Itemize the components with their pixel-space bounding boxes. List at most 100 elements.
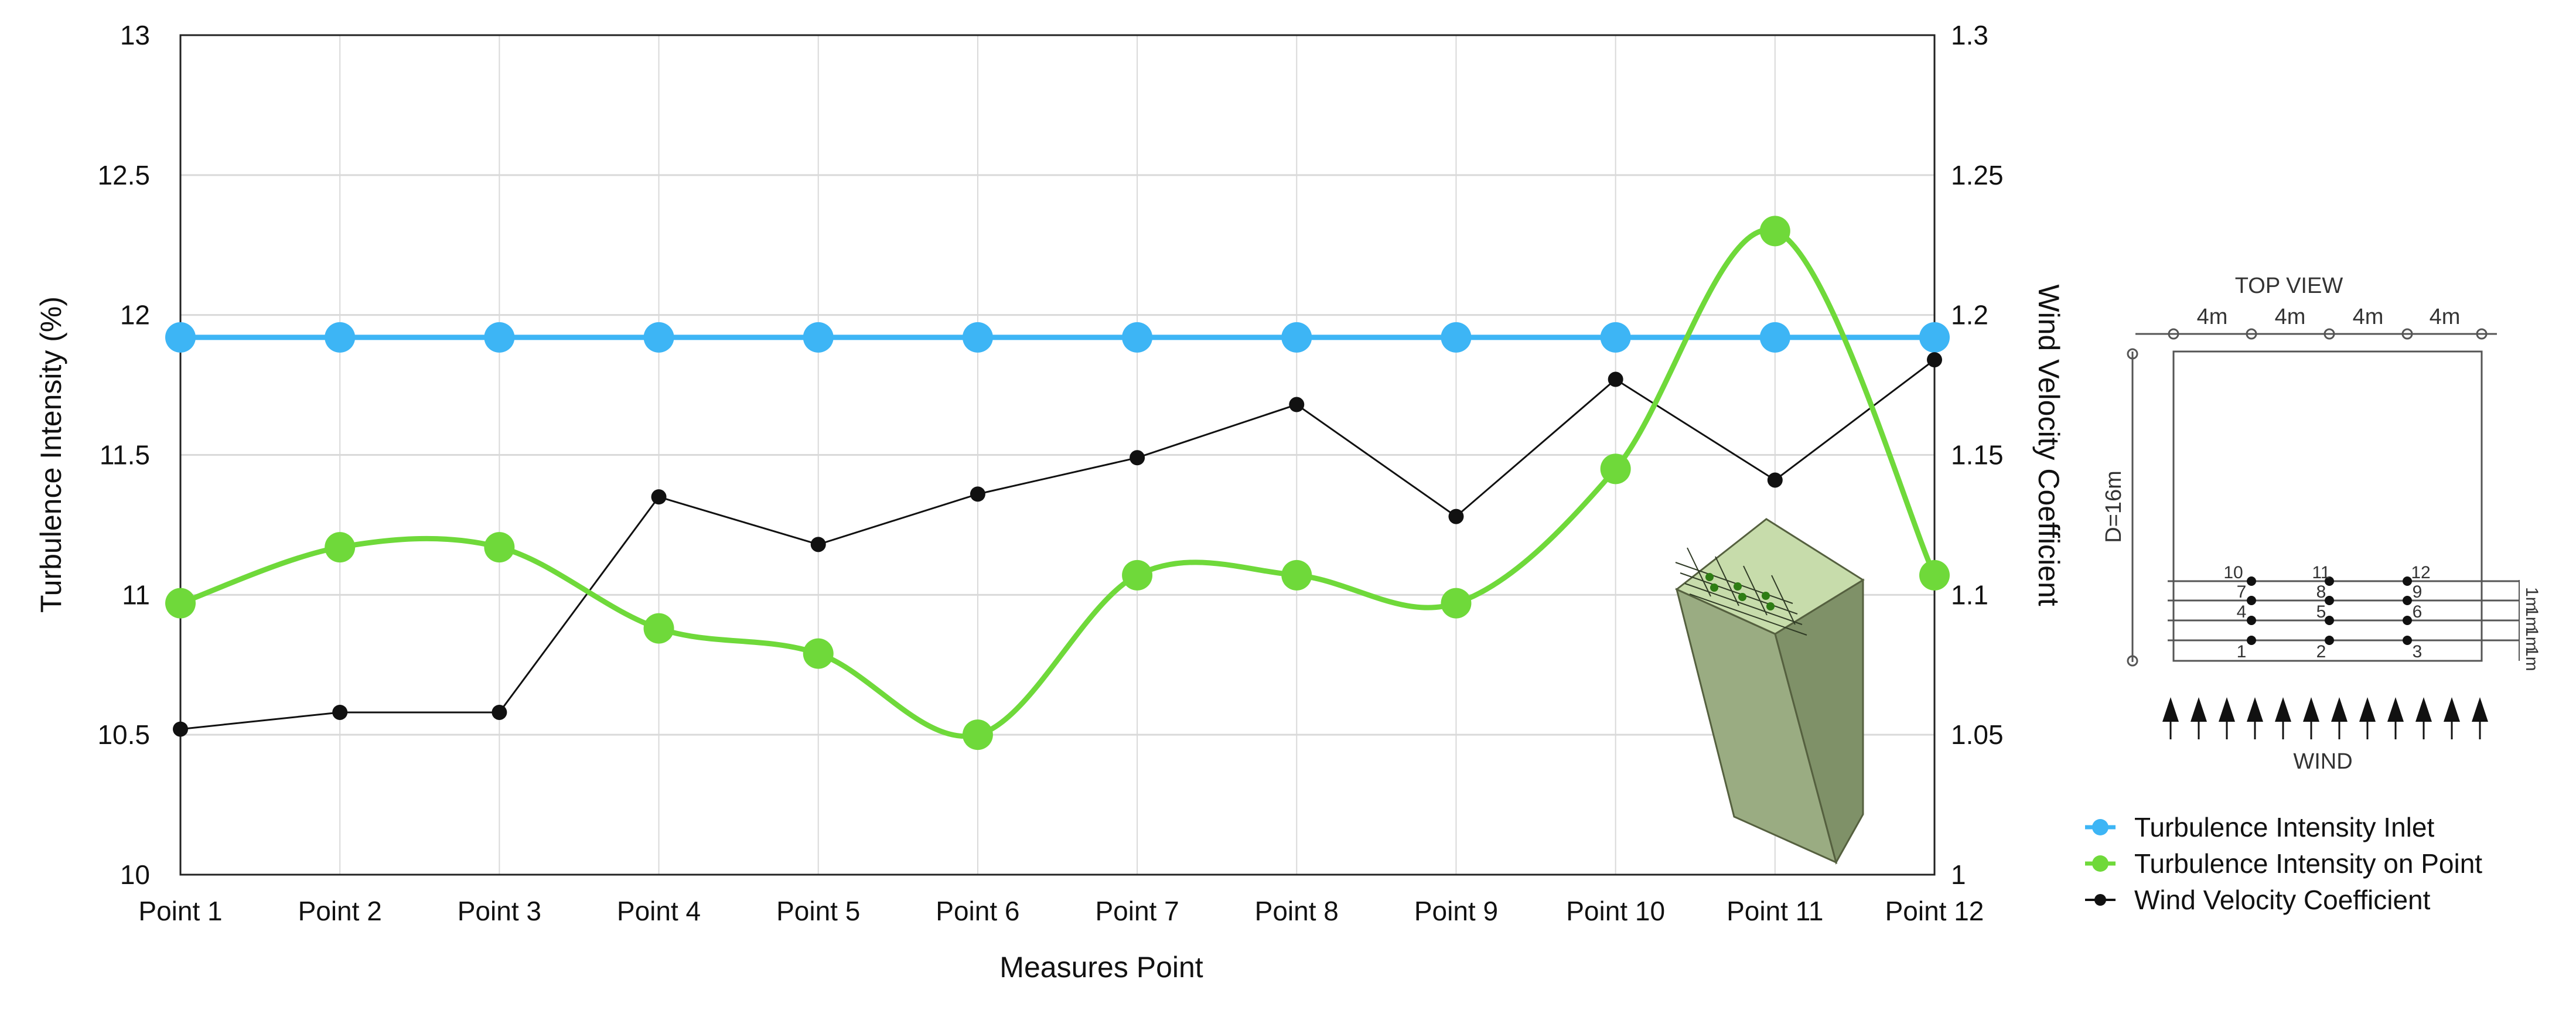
wind-arrow-head	[2472, 697, 2488, 722]
wind-arrow-head	[2415, 697, 2432, 722]
legend-label: Turbulence Intensity Inlet	[2134, 812, 2434, 842]
y-right-tick-label: 1	[1951, 859, 1966, 890]
x-axis-title: Measures Point	[999, 951, 1203, 984]
data-point	[1289, 397, 1305, 412]
wind-arrow-head	[2219, 697, 2235, 722]
x-tick-label: Point 1	[138, 896, 222, 926]
wind-arrow-head	[2247, 697, 2263, 722]
wind-arrow-head	[2303, 697, 2319, 722]
y-left-tick-label: 13	[120, 20, 150, 50]
data-point	[1608, 371, 1623, 387]
top-view-diagram: TOP VIEW 4m 4m 4m 4m D=16m 10 11 12 7	[2101, 274, 2541, 774]
data-point	[1919, 322, 1950, 353]
dimension-tick-left-bottom	[2127, 655, 2138, 667]
data-point	[325, 532, 356, 563]
wind-arrow-head	[2444, 697, 2460, 722]
data-point	[1281, 559, 1312, 591]
data-point	[484, 322, 515, 353]
point-number-5: 5	[2316, 602, 2326, 622]
spacing-label-1: 4m	[2197, 305, 2228, 329]
x-tick-label: Point 12	[1885, 896, 1984, 926]
data-point	[492, 704, 507, 720]
series-turbulence-intensity-on-point	[165, 216, 1950, 750]
wind-arrow-head	[2275, 697, 2291, 722]
point-number-11: 11	[2312, 563, 2330, 582]
data-point	[651, 489, 667, 505]
y-right-tick-label: 1.05	[1951, 719, 2004, 750]
row-spacing-label-1: 1m	[2522, 587, 2541, 612]
wind-arrows	[2162, 697, 2488, 739]
data-point	[643, 613, 674, 644]
data-point	[325, 322, 356, 353]
x-tick-label: Point 9	[1414, 896, 1498, 926]
data-point	[643, 322, 674, 353]
x-tick-label: Point 8	[1255, 896, 1339, 926]
wind-arrow-head	[2191, 697, 2207, 722]
y-right-tick-label: 1.15	[1951, 440, 2004, 470]
data-point	[810, 537, 826, 552]
data-point	[1600, 322, 1631, 353]
series-line	[180, 359, 1935, 731]
x-tick-label: Point 2	[298, 896, 382, 926]
plot-frame	[179, 34, 1936, 876]
row-spacing-label-4: 1m	[2522, 647, 2541, 671]
point-number-9: 9	[2413, 582, 2423, 602]
data-point	[1448, 509, 1464, 524]
spacing-label-3: 4m	[2353, 305, 2384, 329]
data-point	[1927, 352, 1942, 368]
data-point	[970, 486, 985, 502]
x-tick-label: Point 11	[1727, 896, 1823, 926]
x-tick-label: Point 7	[1095, 896, 1179, 926]
point-number-1: 1	[2237, 642, 2247, 661]
wind-label: WIND	[2293, 749, 2352, 774]
point-number-2: 2	[2316, 642, 2326, 661]
y-axis-left-title: Turbulence Intensity (%)	[35, 296, 67, 613]
series	[165, 216, 1950, 750]
data-point	[165, 322, 196, 353]
data-point	[1767, 472, 1783, 488]
x-tick-label: Point 10	[1566, 896, 1665, 926]
data-point	[1919, 559, 1950, 591]
legend-swatch-marker	[2092, 855, 2108, 872]
y-left-tick-label: 11	[122, 579, 150, 610]
wind-arrow-head	[2387, 697, 2404, 722]
data-point	[1759, 216, 1790, 247]
data-point	[1122, 322, 1153, 353]
y-left-tick-label: 11.5	[100, 440, 150, 470]
x-tick-label: Point 4	[617, 896, 701, 926]
data-point	[1130, 450, 1145, 466]
row-spacing-label-2: 1m	[2522, 607, 2541, 632]
y-axis-right-title: Wind Velocity Coefficient	[2032, 284, 2065, 606]
top-view-title: TOP VIEW	[2235, 274, 2343, 298]
data-point	[803, 638, 834, 669]
dimension-ticks-top	[2168, 328, 2488, 340]
y-left-tick-label: 10.5	[97, 719, 150, 750]
building-illustration	[1675, 518, 1865, 865]
point-number-8: 8	[2316, 582, 2326, 602]
data-point	[962, 719, 993, 750]
legend: Turbulence Intensity Inlet Turbulence Int…	[2085, 812, 2482, 915]
point-number-6: 6	[2413, 602, 2423, 622]
series-turbulence-intensity-inlet	[165, 322, 1950, 353]
data-point	[165, 588, 196, 619]
point-number-10: 10	[2223, 563, 2243, 582]
data-point	[1759, 322, 1790, 353]
data-point	[173, 721, 188, 737]
legend-label: Wind Velocity Coefficient	[2134, 885, 2431, 915]
axes	[179, 34, 1936, 876]
series-wind-velocity-coefficient	[173, 352, 1942, 737]
spacing-label-4: 4m	[2430, 305, 2461, 329]
data-point	[1281, 322, 1312, 353]
y-right-tick-label: 1.3	[1951, 20, 1988, 50]
legend-swatch-marker	[2092, 819, 2108, 835]
building-measure-points	[1705, 573, 1775, 610]
wind-arrow-head	[2162, 697, 2179, 722]
data-point	[803, 322, 834, 353]
tick-labels: 10 10.5 11 11.5 12 12.5 13 1 1.05 1.1 1.15 1.2 1.25 1…	[97, 20, 2003, 926]
legend-label: Turbulence Intensity on Point	[2134, 848, 2482, 879]
data-point	[1441, 322, 1472, 353]
spacing-label-2: 4m	[2275, 305, 2306, 329]
y-right-tick-label: 1.25	[1951, 160, 2004, 190]
wind-arrow-head	[2331, 697, 2348, 722]
data-point	[1600, 453, 1631, 484]
